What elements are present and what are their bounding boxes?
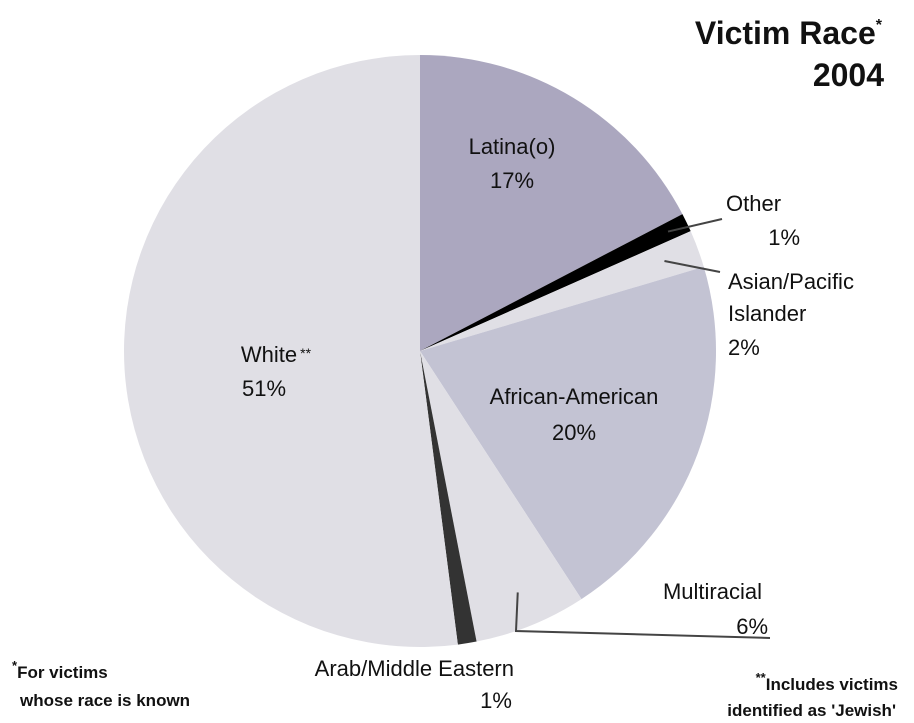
pie-slice-white: [123, 55, 458, 647]
pie-slices: [123, 55, 717, 647]
slice-value-multiracial: 6%: [736, 614, 768, 639]
slice-label-latina: Latina(o): [469, 134, 556, 159]
footnote-right-line1: **Includes victims: [756, 670, 898, 694]
slice-label-african-american: African-American: [490, 384, 659, 409]
slice-label-asian-line1: Asian/Pacific: [728, 269, 854, 294]
leader-line-asian: [664, 260, 721, 273]
pie-slice-african-american: [420, 266, 717, 600]
footnote-right-line2: identified as 'Jewish': [727, 701, 896, 720]
slice-value-white: 51%: [242, 376, 286, 401]
footnote-left-line1: *For victims: [12, 658, 108, 682]
slice-label-asian-line2: Islander: [728, 301, 806, 326]
footnote-left-line2: whose race is known: [19, 691, 190, 710]
slice-label-arab: Arab/Middle Eastern: [315, 656, 514, 681]
slice-value-latina: 17%: [490, 168, 534, 193]
slice-value-other: 1%: [768, 225, 800, 250]
leader-lines: [514, 218, 771, 639]
pie-slice-arab-middle-eastern: [420, 351, 477, 645]
pie-slice-multiracial: [420, 351, 582, 642]
pie-slice-other: [420, 214, 691, 351]
slice-value-african-american: 20%: [552, 420, 596, 445]
chart-subtitle: 2004: [813, 57, 884, 93]
slice-label-white: White **: [241, 342, 312, 367]
pie-slice-latina-o: [420, 55, 683, 351]
pie-slice-asian-pacific-islander: [420, 231, 704, 351]
leader-line-other: [667, 218, 723, 233]
leader-line-multiracial: [514, 592, 771, 639]
slice-label-multiracial: Multiracial: [663, 579, 762, 604]
slice-label-other: Other: [726, 191, 781, 216]
slice-value-arab: 1%: [480, 688, 512, 713]
slice-value-asian: 2%: [728, 335, 760, 360]
chart-title: Victim Race*: [695, 15, 883, 51]
